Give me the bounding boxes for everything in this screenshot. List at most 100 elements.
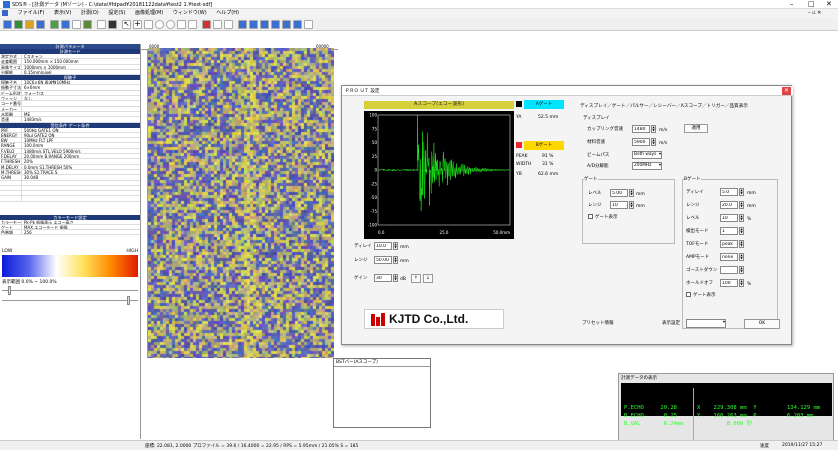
gain-input[interactable] xyxy=(374,274,392,282)
window-title: SDS® - [計測データ (Mゾーン) - C:\data\¥fdpad¥20… xyxy=(12,2,213,8)
scan-icon[interactable] xyxy=(72,20,81,29)
bgate-spinner[interactable]: ▲ ▼ xyxy=(739,240,744,248)
close-button[interactable]: ✕ xyxy=(826,0,832,8)
rect-icon[interactable] xyxy=(144,20,153,29)
x-tick-label: 25.0 xyxy=(440,230,449,235)
probe-value: 10C6×6N 周波数10MHz xyxy=(24,80,71,85)
crosshair-icon[interactable]: + xyxy=(133,19,142,29)
range-slider-1[interactable] xyxy=(2,286,138,296)
bgate-spinner[interactable]: ▲ ▼ xyxy=(739,188,744,196)
gate-range-input[interactable] xyxy=(610,201,628,209)
bgate-spinner[interactable]: ▲ ▼ xyxy=(739,253,744,261)
bgate-spinner[interactable]: ▲ ▼ xyxy=(739,227,744,235)
beam-select[interactable]: Both ways ▾ xyxy=(632,151,662,159)
menu-view[interactable]: 表示(V) xyxy=(53,10,72,16)
save-icon[interactable] xyxy=(14,20,23,29)
y-tick-label: 0 xyxy=(374,168,377,173)
ascan-select[interactable]: 200MHz ▾ xyxy=(632,162,662,170)
gain-down-button[interactable]: ↓ xyxy=(423,274,433,283)
ascope-plot[interactable]: -100 -75 -50 -25 0 25 50 75 100 0.0 25.0 50.0mm xyxy=(364,111,514,239)
maximize-button[interactable]: □ xyxy=(808,0,815,8)
mode-value: Cスキャン xyxy=(24,54,43,59)
bgate-spinner[interactable]: ▲ ▼ xyxy=(739,214,744,222)
bgate-input[interactable] xyxy=(720,279,738,287)
line-icon[interactable] xyxy=(188,20,197,29)
bgate-spinner[interactable]: ▲ ▼ xyxy=(739,266,744,274)
velo-spinner[interactable]: ▲ ▼ xyxy=(651,125,656,133)
layer-icon[interactable] xyxy=(83,20,92,29)
menu-settings[interactable]: 設定(S) xyxy=(108,10,126,16)
velo-input[interactable] xyxy=(632,125,650,133)
apply-button[interactable]: 適用 xyxy=(684,124,708,133)
circle-icon[interactable] xyxy=(166,20,175,29)
cursor-icon[interactable]: ↖ xyxy=(122,20,131,29)
gate-a-button[interactable]: Aゲート xyxy=(524,100,564,109)
open-icon[interactable] xyxy=(3,20,12,29)
bgate-input[interactable] xyxy=(720,253,738,261)
zoom-icon[interactable] xyxy=(97,20,106,29)
velo2-input[interactable] xyxy=(632,138,650,146)
title-bar: SDS® - [計測データ (Mゾーン) - C:\data\¥fdpad¥20… xyxy=(0,0,838,9)
range-input[interactable] xyxy=(374,256,392,264)
gain-up-button[interactable]: ↑ xyxy=(411,274,421,283)
gate-range-spinner[interactable]: ▲ ▼ xyxy=(629,201,634,209)
view5-icon[interactable] xyxy=(282,20,291,29)
section-mode: 計測モード xyxy=(0,49,140,54)
delay-spinner[interactable]: ▲ ▼ xyxy=(393,242,398,250)
chart-icon[interactable] xyxy=(50,20,59,29)
receiver-value: 500Hz GATE1 ON xyxy=(24,127,59,132)
display-mode-select[interactable]: ▾ xyxy=(686,319,726,328)
gate-level-input[interactable] xyxy=(610,189,628,197)
menu-window[interactable]: ウィンドウ(W) xyxy=(172,10,207,16)
dialog-close-button[interactable]: ✕ xyxy=(782,87,791,95)
bgate-spinner[interactable]: ▲ ▼ xyxy=(739,201,744,209)
view3-icon[interactable] xyxy=(260,20,269,29)
bgate-display-checkbox[interactable] xyxy=(686,292,691,297)
folder-icon[interactable] xyxy=(25,20,34,29)
view2-icon[interactable] xyxy=(249,20,258,29)
zoom-in-icon[interactable] xyxy=(213,20,222,29)
gate-level-spinner[interactable]: ▲ ▼ xyxy=(629,189,634,197)
ellipse-icon[interactable] xyxy=(155,20,164,29)
range-slider-2[interactable] xyxy=(2,296,138,306)
settings-tabs[interactable]: ディスプレイ／ゲート／パルサー／レシーバー／Aスコープ／トリガー／品質表示 xyxy=(580,104,748,109)
receiver-value: 0.0mm S1.THRESH 50% xyxy=(24,164,73,169)
palette-icon[interactable] xyxy=(202,20,211,29)
gain-spinner[interactable]: ▲ ▼ xyxy=(393,274,398,282)
color-value: MAX エコーモード 振幅 xyxy=(24,224,68,230)
image-icon[interactable] xyxy=(108,20,117,29)
bgate-input[interactable] xyxy=(720,201,738,209)
receiver-value: 100.0mm xyxy=(24,143,44,148)
print-icon[interactable] xyxy=(36,20,45,29)
mdi-controls[interactable]: – ▫ ✕ xyxy=(808,10,822,16)
range-spinner[interactable]: ▲ ▼ xyxy=(393,256,398,264)
view6-icon[interactable] xyxy=(293,20,302,29)
measure-icon[interactable] xyxy=(177,20,186,29)
bgate-input[interactable] xyxy=(720,227,738,235)
scan-image[interactable] xyxy=(148,48,334,358)
view1-icon[interactable] xyxy=(238,20,247,29)
bgate-input[interactable] xyxy=(720,214,738,222)
yb-label: YB xyxy=(516,172,522,177)
receiver-value: 20% xyxy=(24,159,33,164)
settings-icon[interactable] xyxy=(304,20,313,29)
bgate-input[interactable] xyxy=(720,240,738,248)
velo2-spinner[interactable]: ▲ ▼ xyxy=(651,138,656,146)
zoom-out-icon[interactable] xyxy=(224,20,233,29)
grid-icon[interactable] xyxy=(61,20,70,29)
x-tick-label: 0.0 xyxy=(378,230,385,235)
gate-b-button[interactable]: Bゲート xyxy=(524,141,564,150)
bgate-input[interactable] xyxy=(720,188,738,196)
menu-measure[interactable]: 計測(O) xyxy=(80,10,99,16)
view4-icon[interactable] xyxy=(271,20,280,29)
ok-button[interactable]: OK xyxy=(744,319,780,329)
menu-file[interactable]: ファイル(F) xyxy=(17,10,45,16)
gate-display-checkbox[interactable] xyxy=(588,214,593,219)
delay-input[interactable] xyxy=(374,242,392,250)
menu-help[interactable]: ヘルプ(H) xyxy=(216,10,239,16)
probe-key: 振動子寸法 xyxy=(1,85,22,90)
bgate-spinner[interactable]: ▲ ▼ xyxy=(739,279,744,287)
minimize-button[interactable]: – xyxy=(790,0,794,8)
menu-image[interactable]: 画像処理(M) xyxy=(135,10,164,16)
bgate-input[interactable] xyxy=(720,266,738,274)
